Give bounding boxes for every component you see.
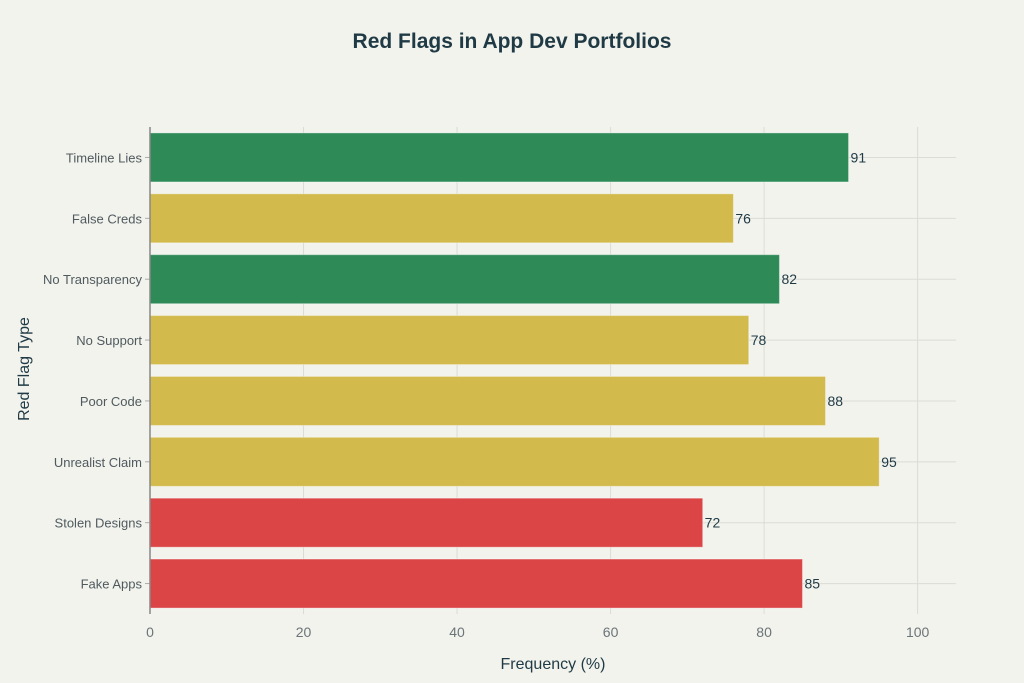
bar [149, 254, 780, 305]
bar [149, 558, 803, 609]
y-tick-label: Fake Apps [81, 577, 143, 592]
bar [149, 315, 750, 366]
x-tick-label: 0 [146, 624, 154, 640]
bar [149, 132, 850, 183]
y-tick-label: Timeline Lies [66, 150, 143, 165]
data-label: 91 [851, 149, 867, 165]
y-tick-label: No Transparency [43, 272, 142, 287]
data-label: 85 [804, 576, 820, 592]
data-label: 82 [781, 271, 797, 287]
data-label: 88 [828, 393, 844, 409]
y-tick-label: Unrealist Claim [54, 455, 142, 470]
data-label: 76 [735, 210, 751, 226]
bar [149, 193, 734, 244]
y-tick-label: No Support [76, 333, 142, 348]
bar [149, 497, 704, 548]
x-tick-label: 80 [756, 624, 772, 640]
x-axis-label: Frequency (%) [500, 656, 606, 673]
bar [149, 436, 880, 487]
x-tick-label: 40 [449, 624, 465, 640]
data-label: 78 [751, 332, 767, 348]
x-tick-label: 60 [603, 624, 619, 640]
y-tick-label: Poor Code [80, 394, 142, 409]
x-tick-label: 100 [906, 624, 930, 640]
data-label: 72 [705, 515, 721, 531]
data-label: 95 [881, 454, 897, 470]
y-tick-label: Stolen Designs [55, 516, 143, 531]
x-tick-label: 20 [296, 624, 312, 640]
bar [149, 375, 827, 426]
chart-title: Red Flags in App Dev Portfolios [352, 30, 672, 53]
y-tick-label: False Creds [72, 211, 143, 226]
